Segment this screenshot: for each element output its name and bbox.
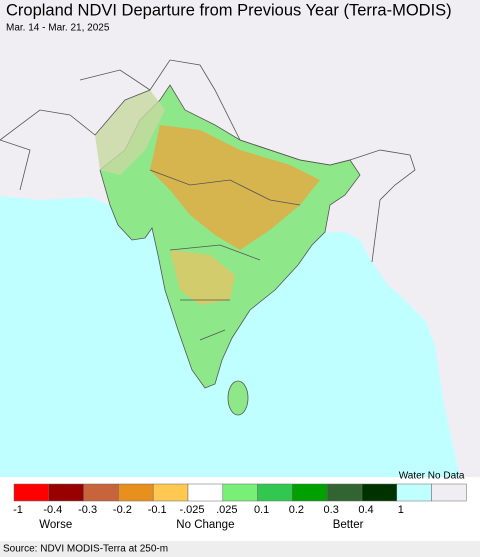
state-border bbox=[149, 169, 301, 341]
legend-better: Better bbox=[333, 519, 364, 531]
source-bar bbox=[0, 541, 480, 557]
legend-swatch bbox=[83, 483, 119, 502]
decline-area bbox=[150, 125, 320, 250]
legend-swatch bbox=[48, 483, 84, 502]
legend-label: 0.2 bbox=[289, 504, 304, 516]
legend-label: 1 bbox=[398, 504, 404, 516]
legend-swatch bbox=[361, 483, 398, 502]
legend-label: 0.1 bbox=[254, 504, 269, 516]
legend-swatch bbox=[118, 483, 154, 502]
legend-swatch bbox=[292, 483, 328, 502]
legend-swatch bbox=[152, 483, 189, 502]
map bbox=[0, 0, 480, 477]
legend-no-change: No Change bbox=[176, 519, 234, 531]
legend-label: -0.3 bbox=[78, 504, 97, 516]
legend-swatch bbox=[431, 483, 467, 502]
legend-label: -0.4 bbox=[43, 504, 62, 516]
country-border bbox=[0, 69, 151, 191]
legend-label: -.025 bbox=[179, 504, 204, 516]
subtitle: Mar. 14 - Mar. 21, 2025 bbox=[6, 23, 110, 34]
legend-swatch bbox=[13, 483, 50, 502]
legend-swatch bbox=[222, 483, 258, 502]
legend-label: .025 bbox=[216, 504, 237, 516]
decline-area bbox=[170, 250, 235, 305]
pakistan-cropland bbox=[95, 90, 165, 175]
legend-swatch bbox=[187, 483, 224, 502]
legend-label: 0.3 bbox=[324, 504, 339, 516]
title: Cropland NDVI Departure from Previous Ye… bbox=[6, 1, 452, 19]
legend-swatch bbox=[326, 483, 363, 502]
country-border bbox=[239, 139, 416, 263]
country-border bbox=[0, 59, 241, 141]
legend-label: 0.4 bbox=[358, 504, 373, 516]
legend-label: -0.1 bbox=[148, 504, 167, 516]
legend-worse: Worse bbox=[39, 519, 72, 531]
legend-water-label: Water No Data bbox=[399, 471, 465, 482]
legend-swatch bbox=[257, 483, 293, 502]
legend-swatch bbox=[396, 483, 432, 502]
legend-label: -0.2 bbox=[113, 504, 132, 516]
ocean bbox=[0, 196, 460, 477]
source: Source: NDVI MODIS-Terra at 250-m bbox=[3, 544, 168, 555]
legend: -1 -0.4 -0.3 -0.2 -0.1 -.025 .025 0.1 0.2 0.3 0.4 1… bbox=[13, 471, 467, 531]
legend-label: -1 bbox=[13, 504, 23, 516]
sri-lanka bbox=[227, 380, 249, 416]
